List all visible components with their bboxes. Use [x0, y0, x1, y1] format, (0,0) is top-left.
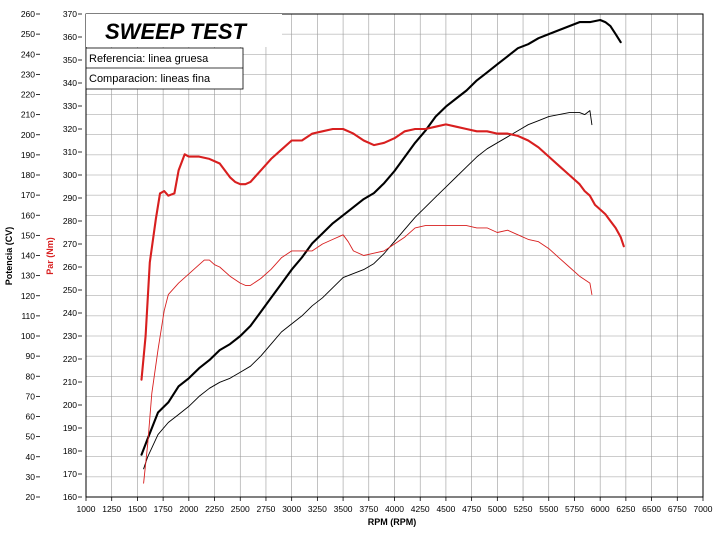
power-tick-label: 180 — [21, 170, 35, 180]
torque-tick-label: 310 — [63, 147, 77, 157]
torque-tick-label: 250 — [63, 285, 77, 295]
torque-tick-label: 270 — [63, 239, 77, 249]
power-tick-label: 150 — [21, 230, 35, 240]
rpm-tick-label: 4250 — [411, 504, 430, 514]
power-tick-label: 120 — [21, 291, 35, 301]
power-tick-label: 70 — [26, 391, 36, 401]
torque-tick-label: 340 — [63, 78, 77, 88]
chart-title: SWEEP TEST — [105, 19, 248, 44]
rpm-tick-label: 2250 — [205, 504, 224, 514]
title-box — [86, 14, 282, 47]
power-tick-label: 60 — [26, 412, 36, 422]
rpm-tick-label: 3500 — [334, 504, 353, 514]
power-tick-label: 20 — [26, 492, 36, 502]
power-tick-label: 250 — [21, 29, 35, 39]
power-tick-label: 230 — [21, 69, 35, 79]
torque-tick-label: 350 — [63, 55, 77, 65]
torque-tick-label: 160 — [63, 492, 77, 502]
series-layer — [140, 18, 625, 484]
torque-axis-ticks: 160 170 180 190 200 210 220 230 240 250 260 270 280 2… — [63, 9, 82, 502]
torque-tick-label: 330 — [63, 101, 77, 111]
rpm-tick-label: 6500 — [642, 504, 661, 514]
torque-tick-label: 240 — [63, 308, 77, 318]
rpm-tick-label: 3000 — [282, 504, 301, 514]
power-tick-label: 100 — [21, 331, 35, 341]
power-thin-line — [143, 110, 593, 470]
torque-tick-label: 290 — [63, 193, 77, 203]
rpm-tick-label: 1500 — [128, 504, 147, 514]
torque-thin-line — [143, 225, 593, 484]
power-tick-label: 240 — [21, 49, 35, 59]
power-tick-label: 50 — [26, 432, 36, 442]
rpm-tick-label: 5750 — [565, 504, 584, 514]
rpm-tick-label: 4500 — [436, 504, 455, 514]
grid — [85, 13, 704, 498]
power-tick-label: 140 — [21, 251, 35, 261]
rpm-axis-label: RPM (RPM) — [368, 517, 417, 527]
power-tick-label: 30 — [26, 472, 36, 482]
rpm-axis-ticks: 1000 1250 1500 1750 2000 2250 2500 2750 3000 3250… — [77, 497, 713, 514]
rpm-tick-label: 5500 — [539, 504, 558, 514]
power-thick-line — [140, 18, 622, 456]
torque-tick-label: 180 — [63, 446, 77, 456]
legend-item-reference: Referencia: linea gruesa — [89, 53, 209, 65]
torque-tick-label: 200 — [63, 400, 77, 410]
rpm-tick-label: 1250 — [102, 504, 121, 514]
power-tick-label: 200 — [21, 130, 35, 140]
power-tick-label: 260 — [21, 9, 35, 19]
rpm-tick-label: 2500 — [231, 504, 250, 514]
torque-tick-label: 220 — [63, 354, 77, 364]
rpm-tick-label: 6750 — [668, 504, 687, 514]
torque-tick-label: 280 — [63, 216, 77, 226]
power-tick-label: 170 — [21, 190, 35, 200]
rpm-tick-label: 4000 — [385, 504, 404, 514]
power-tick-label: 220 — [21, 90, 35, 100]
rpm-tick-label: 3250 — [308, 504, 327, 514]
rpm-tick-label: 2750 — [256, 504, 275, 514]
power-tick-label: 90 — [26, 351, 36, 361]
power-tick-label: 160 — [21, 210, 35, 220]
power-tick-label: 210 — [21, 110, 35, 120]
legend-box — [85, 47, 244, 90]
torque-tick-label: 360 — [63, 32, 77, 42]
power-tick-label: 40 — [26, 452, 36, 462]
power-axis-ticks: 20 30 40 50 60 70 80 90 100 110 120 130 140 150 160 170… — [21, 9, 40, 502]
rpm-tick-label: 7000 — [694, 504, 713, 514]
rpm-tick-label: 4750 — [462, 504, 481, 514]
power-axis-label: Potencia (CV) — [4, 227, 14, 286]
plot-border — [85, 13, 704, 498]
torque-tick-label: 170 — [63, 469, 77, 479]
power-tick-label: 130 — [21, 271, 35, 281]
rpm-tick-label: 2000 — [179, 504, 198, 514]
rpm-tick-label: 1000 — [77, 504, 96, 514]
torque-tick-label: 370 — [63, 9, 77, 19]
rpm-tick-label: 6250 — [616, 504, 635, 514]
power-tick-label: 110 — [21, 311, 35, 321]
torque-thick-line — [140, 123, 625, 381]
rpm-tick-label: 3750 — [359, 504, 378, 514]
power-tick-label: 80 — [26, 371, 36, 381]
rpm-tick-label: 5250 — [514, 504, 533, 514]
torque-tick-label: 230 — [63, 331, 77, 341]
rpm-tick-label: 6000 — [591, 504, 610, 514]
torque-tick-label: 260 — [63, 262, 77, 272]
torque-tick-label: 320 — [63, 124, 77, 134]
torque-tick-label: 190 — [63, 423, 77, 433]
torque-tick-label: 210 — [63, 377, 77, 387]
torque-axis-label: Par (Nm) — [45, 237, 55, 275]
power-tick-label: 190 — [21, 150, 35, 160]
legend-item-comparison: Comparacion: lineas fina — [89, 73, 211, 85]
rpm-tick-label: 1750 — [154, 504, 173, 514]
torque-tick-label: 300 — [63, 170, 77, 180]
rpm-tick-label: 5000 — [488, 504, 507, 514]
